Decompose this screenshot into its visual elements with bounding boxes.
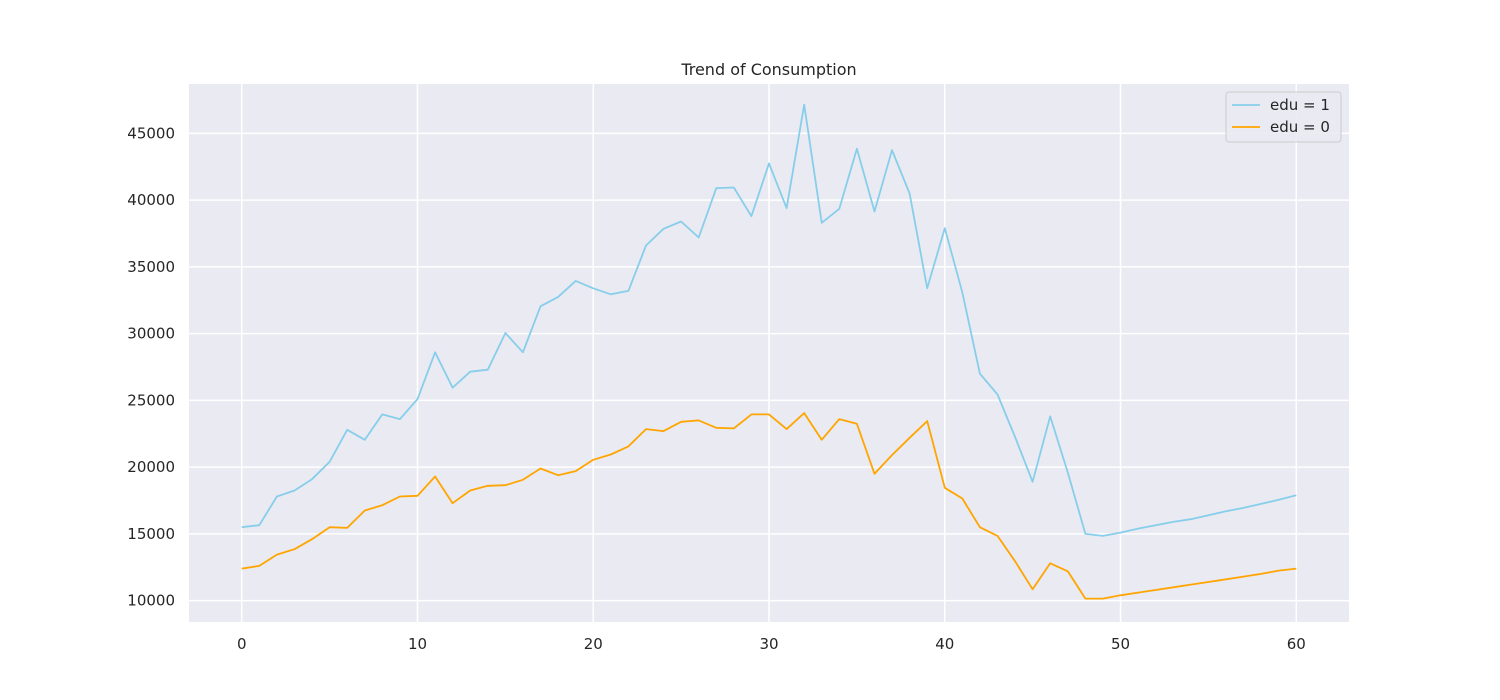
- y-tick-label: 15000: [127, 525, 175, 543]
- y-tick-labels: 10000 15000 20000 25000 30000 35000 40000 45000: [127, 124, 175, 609]
- x-tick-label: 30: [759, 635, 778, 653]
- series-line-2: [241, 412, 1297, 600]
- y-tick-label: 30000: [127, 325, 175, 343]
- legend-entry-label: edu = 0: [1270, 118, 1330, 136]
- y-tick-label: 10000: [127, 592, 175, 610]
- y-tick-label: 25000: [127, 391, 175, 409]
- x-tick-label: 10: [408, 635, 427, 653]
- y-tick-label: 40000: [127, 191, 175, 209]
- y-tick-label: 45000: [127, 124, 175, 142]
- series-line-1: [241, 103, 1297, 537]
- chart-title: Trend of Consumption: [680, 60, 856, 79]
- x-tick-label: 50: [1111, 635, 1130, 653]
- legend-entry-label: edu = 1: [1270, 96, 1330, 114]
- x-tick-labels: 0 10 20 30 40 50 60: [237, 635, 1306, 653]
- x-tick-label: 20: [584, 635, 603, 653]
- legend: edu = 1 edu = 0: [1225, 91, 1342, 143]
- y-tick-label: 35000: [127, 258, 175, 276]
- y-gridlines: [189, 132, 1349, 602]
- x-tick-label: 0: [237, 635, 247, 653]
- y-tick-label: 20000: [127, 458, 175, 476]
- series-lines: [241, 103, 1297, 600]
- x-tick-label: 40: [935, 635, 954, 653]
- x-tick-label: 60: [1287, 635, 1306, 653]
